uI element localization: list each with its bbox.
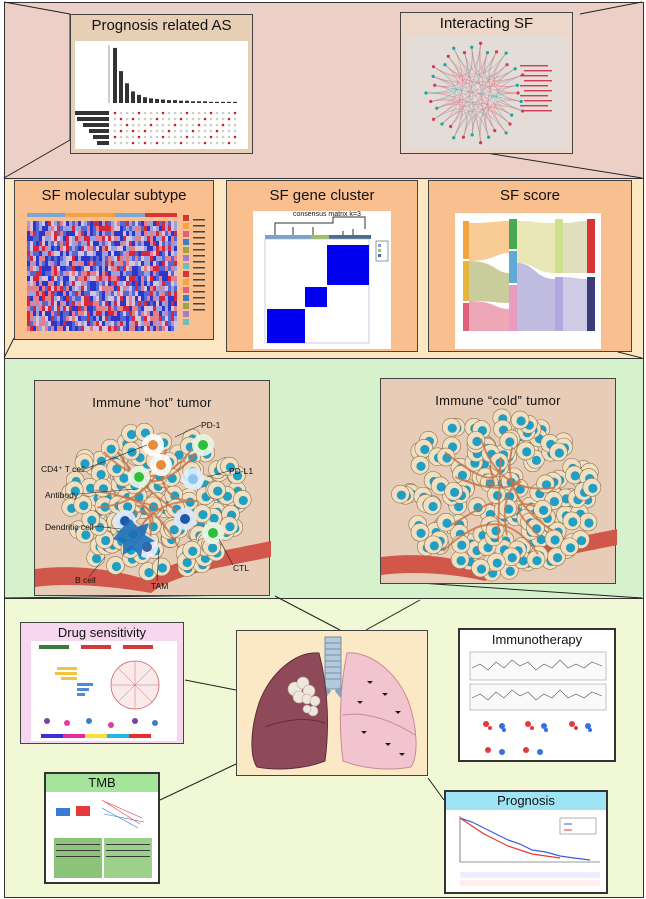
- drug-sensitivity-title: Drug sensitivity: [57, 625, 147, 640]
- survival-curve: [450, 812, 606, 892]
- immunotherapy-figure: [468, 650, 608, 760]
- subtype-heatmap: [25, 211, 208, 336]
- ctl-label: CTL: [233, 563, 250, 573]
- alluvial-plot: [455, 213, 601, 349]
- gene-cluster-panel: SF gene cluster consensus matrix k=3: [226, 180, 418, 352]
- gene-cluster-title: SF gene cluster: [269, 187, 375, 204]
- drug-sensitivity-figure: [31, 641, 177, 741]
- tmb-panel: TMB: [44, 772, 160, 884]
- hot-tumor-panel: Immune “hot” tumor PD-1 CD4⁺ T cell PD-L…: [34, 380, 271, 596]
- tmb-title: TMB: [88, 775, 116, 790]
- prognosis-as-title: Prognosis related AS: [91, 17, 232, 34]
- prognosis-panel: Prognosis: [444, 790, 608, 894]
- sf-score-panel: SF score: [428, 180, 632, 352]
- prognosis-title-bar: [446, 792, 606, 810]
- antibody-label: Antibody: [45, 490, 79, 500]
- tmb-figure: [50, 794, 156, 882]
- dendritic-label: Dendritic cell: [45, 522, 94, 532]
- drug-sensitivity-panel: Drug sensitivity: [20, 622, 184, 744]
- prognosis-title: Prognosis: [497, 793, 555, 808]
- interacting-sf-panel: Interacting SF: [400, 12, 573, 154]
- cd4-label: CD4⁺ T cell: [41, 464, 85, 474]
- network-plot: [406, 35, 568, 149]
- pd1-label: PD-1: [201, 420, 221, 430]
- cold-tumor-panel: Immune “cold” tumor: [380, 378, 617, 584]
- consensus-title: consensus matrix k=3: [293, 211, 361, 218]
- upset-plot: [75, 41, 248, 149]
- molecular-subtype-title: SF molecular subtype: [41, 187, 187, 204]
- consensus-matrix: consensus matrix k=3: [253, 211, 391, 349]
- cold-tumor-title: Immune “cold” tumor: [435, 393, 561, 408]
- immunotherapy-title: Immunotherapy: [491, 632, 583, 647]
- tam-label: TAM: [151, 581, 169, 591]
- molecular-subtype-panel: SF molecular subtype: [14, 180, 214, 340]
- immunotherapy-panel: Immunotherapy: [458, 628, 616, 762]
- tmb-title-bar: [46, 774, 158, 792]
- lung-panel: [236, 630, 428, 776]
- hot-tumor-title: Immune “hot” tumor: [92, 395, 212, 410]
- pdl1-label: PD-L1: [229, 466, 254, 476]
- prognosis-as-panel: Prognosis related AS: [70, 14, 253, 154]
- interacting-sf-title: Interacting SF: [439, 15, 534, 32]
- lung-illustration: [251, 636, 417, 770]
- bcell-label: B cell: [75, 575, 96, 585]
- sf-score-title: SF score: [499, 187, 560, 204]
